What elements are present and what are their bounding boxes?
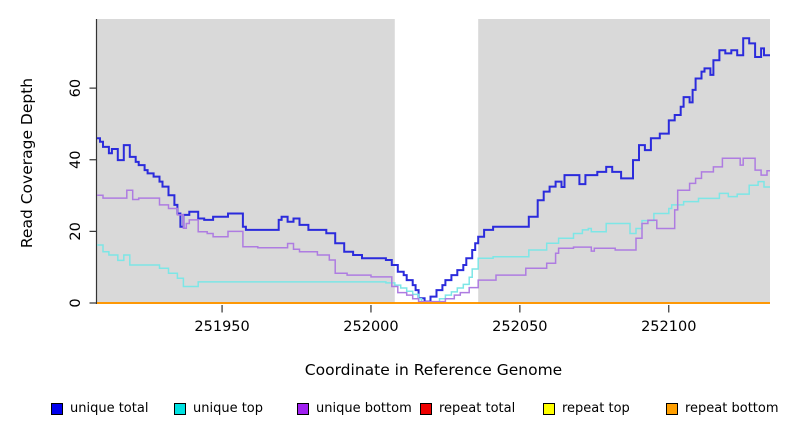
y-tick-label: 60 [68,79,84,97]
legend-item-label: unique top [193,401,264,416]
legend-item-label: unique bottom [316,401,412,416]
legend-item: repeat bottom [666,401,789,416]
legend-swatch-icon [174,402,186,415]
y-axis-title: Read Coverage Depth [18,77,36,249]
legend-item-label: repeat top [562,401,630,416]
legend-swatch-icon [297,402,309,415]
legend-item-label: repeat total [439,401,516,416]
legend-item: unique bottom [297,401,420,416]
legend-item: unique total [51,401,174,416]
x-tick-label: 252050 [492,319,547,335]
legend-item: repeat total [420,401,543,416]
legend-swatch-icon [543,402,555,415]
x-tick-label: 252100 [641,319,696,335]
series-line-unique-top [97,180,770,303]
y-tick-label: 0 [68,298,84,307]
y-tick-label: 20 [68,222,84,240]
masked-region [394,19,479,304]
legend-swatch-icon [51,402,63,415]
legend-item: unique top [174,401,297,416]
series-line-unique-bottom [97,157,770,303]
legend-swatch-icon [420,402,432,415]
x-tick-label: 251950 [194,319,249,335]
legend-item: repeat top [543,401,666,416]
series-line-unique-total [97,37,770,303]
legend-swatch-icon [666,402,678,415]
legend-item-label: unique total [70,401,149,416]
x-axis-title: Coordinate in Reference Genome [304,361,563,379]
legend: unique total unique top unique bottom repea… [51,401,789,416]
legend-item-label: repeat bottom [685,401,779,416]
x-tick-label: 252000 [343,319,398,335]
y-tick-label: 40 [68,151,84,169]
